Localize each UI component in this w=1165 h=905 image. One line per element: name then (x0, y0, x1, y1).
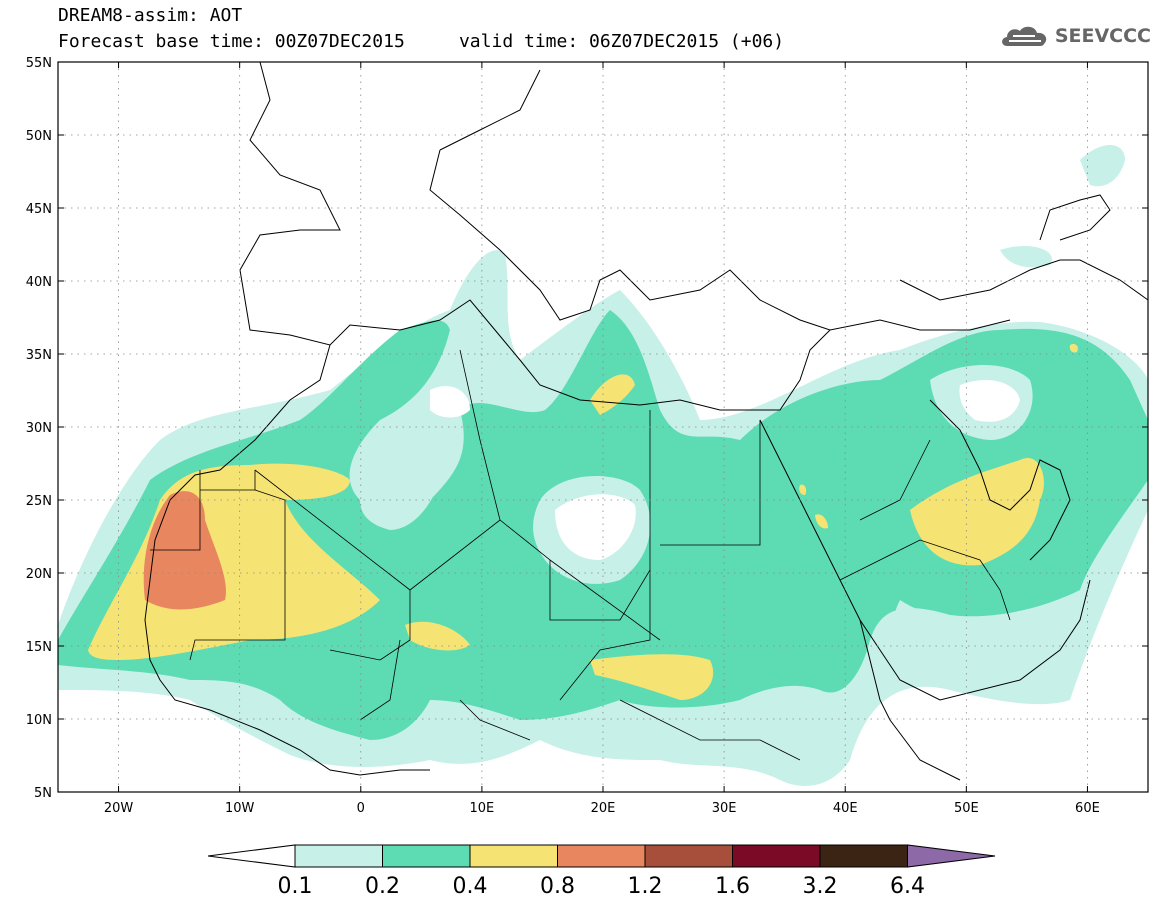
axis-ticks: 20W 10W 0 10E 20E 30E 40E 50E 60E 55N 50N 45N 40N 35N… (26, 56, 1148, 816)
graticule (58, 61, 1148, 793)
lon-tick-label: 0 (357, 801, 365, 816)
colorbar-bin (644, 844, 733, 868)
lon-tick-label: 10W (225, 801, 255, 816)
lat-tick-label: 40N (26, 275, 52, 290)
lat-tick-label: 50N (26, 129, 52, 144)
colorbar-bin (732, 844, 821, 868)
lat-tick-label: 5N (34, 786, 52, 801)
logo-text: SEEVCCC (1054, 25, 1151, 47)
country-borders (150, 349, 1011, 761)
colorbar-label: 0.2 (365, 874, 400, 899)
lat-tick-label: 25N (26, 494, 52, 509)
colorbar: 0.1 0.2 0.4 0.8 1.2 1.6 3.2 6.4 (207, 844, 996, 899)
colorbar-label: 3.2 (803, 874, 838, 899)
colorbar-label: 6.4 (890, 874, 925, 899)
colorbar-bin (382, 844, 471, 868)
colorbar-bin (469, 844, 558, 868)
aot-layer-below (430, 380, 1020, 560)
colorbar-label: 1.6 (715, 874, 750, 899)
colorbar-bin (557, 844, 646, 868)
map-title-model: DREAM8-assim: AOT (58, 5, 243, 26)
lat-tick-label: 30N (26, 421, 52, 436)
colorbar-over-arrow (907, 844, 996, 868)
lon-tick-label: 60E (1075, 801, 1100, 816)
coastlines (144, 62, 1148, 781)
colorbar-label: 0.1 (278, 874, 313, 899)
lon-tick-label: 30E (712, 801, 737, 816)
colorbar-label: 1.2 (628, 874, 663, 899)
colorbar-label: 0.4 (453, 874, 488, 899)
lat-tick-label: 35N (26, 348, 52, 363)
map-frame (57, 61, 1149, 793)
lon-tick-label: 10E (470, 801, 495, 816)
lon-tick-label: 20W (104, 801, 134, 816)
logo: SEEVCCC (999, 22, 1151, 50)
lat-tick-label: 15N (26, 640, 52, 655)
lon-tick-label: 40E (833, 801, 858, 816)
lon-tick-label: 50E (954, 801, 979, 816)
colorbar-under-arrow (207, 844, 296, 868)
colorbar-label: 0.8 (540, 874, 575, 899)
map-title-time: Forecast base time: 00Z07DEC2015 valid t… (58, 31, 785, 52)
lat-tick-label: 20N (26, 567, 52, 582)
lat-tick-label: 55N (26, 56, 52, 71)
lon-tick-label: 20E (591, 801, 616, 816)
colorbar-bin (294, 844, 383, 868)
colorbar-bin (819, 844, 908, 868)
cloud-icon (1001, 26, 1047, 46)
lat-tick-label: 10N (26, 713, 52, 728)
lat-tick-label: 45N (26, 202, 52, 217)
